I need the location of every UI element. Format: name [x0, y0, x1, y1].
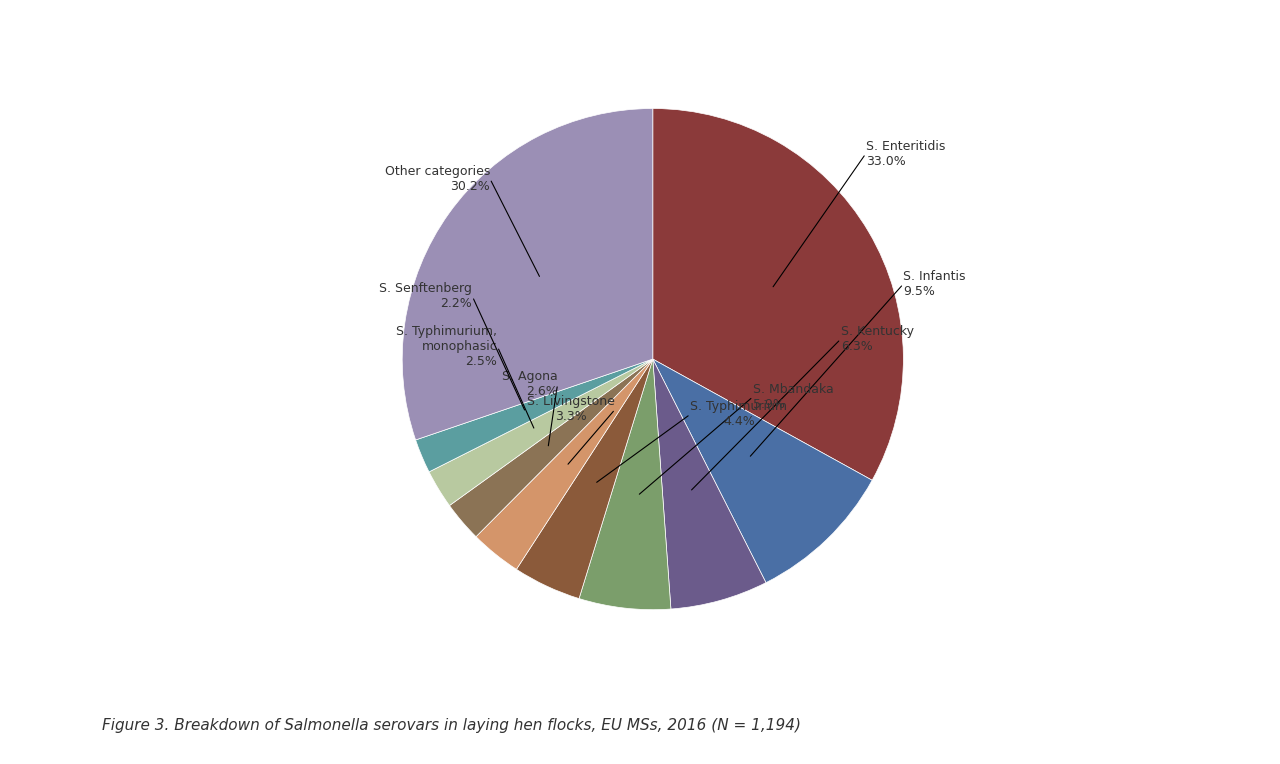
Wedge shape — [579, 359, 671, 610]
Wedge shape — [653, 359, 765, 609]
Text: Other categories
30.2%: Other categories 30.2% — [384, 165, 490, 193]
Wedge shape — [429, 359, 653, 506]
Wedge shape — [416, 359, 653, 472]
Wedge shape — [476, 359, 653, 569]
Wedge shape — [516, 359, 653, 598]
Text: S. Infantis
9.5%: S. Infantis 9.5% — [904, 270, 966, 298]
Wedge shape — [402, 108, 653, 440]
Text: S. Typhimurium,
monophasic
2.5%: S. Typhimurium, monophasic 2.5% — [397, 325, 498, 368]
Wedge shape — [449, 359, 653, 536]
Text: S. Livingstone
3.3%: S. Livingstone 3.3% — [527, 395, 616, 423]
Text: S. Mbandaka
5.9%: S. Mbandaka 5.9% — [753, 383, 833, 411]
Text: S. Kentucky
6.3%: S. Kentucky 6.3% — [841, 325, 914, 353]
Text: S. Typhimurium
4.4%: S. Typhimurium 4.4% — [690, 400, 787, 428]
Wedge shape — [653, 108, 904, 481]
Wedge shape — [653, 359, 872, 583]
Text: S. Enteritidis
33.0%: S. Enteritidis 33.0% — [865, 140, 945, 167]
Text: Figure 3. Breakdown of Salmonella serovars in laying hen flocks, EU MSs, 2016 (N: Figure 3. Breakdown of Salmonella serova… — [102, 718, 801, 733]
Text: S. Senftenberg
2.2%: S. Senftenberg 2.2% — [379, 283, 472, 310]
Text: S. Agona
2.6%: S. Agona 2.6% — [502, 370, 558, 398]
